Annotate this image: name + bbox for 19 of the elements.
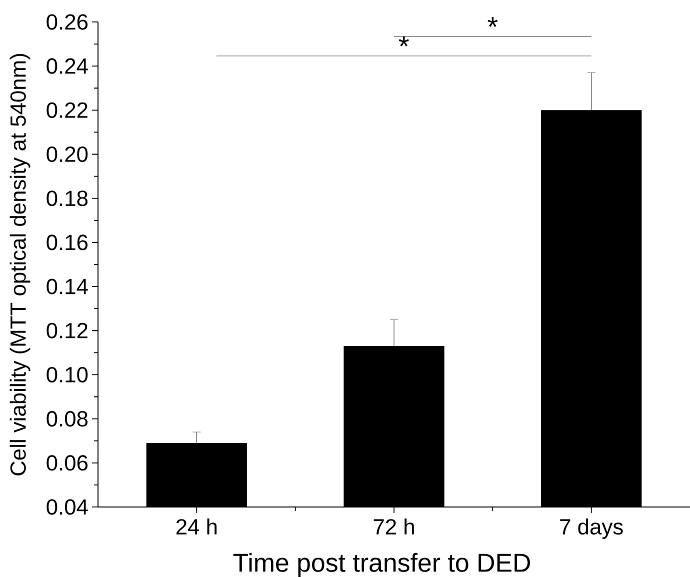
y-tick-label: 0.14 [46, 278, 88, 294]
y-tick-label: 0.10 [46, 366, 88, 382]
y-tick-label: 0.04 [46, 499, 88, 515]
y-tick-label: 0.22 [46, 102, 88, 118]
x-axis-title: Time post transfer to DED [233, 552, 530, 577]
y-tick-label: 0.24 [46, 58, 88, 74]
y-tick-label: 0.20 [46, 146, 88, 162]
annotation: * [488, 17, 498, 27]
x-tick-label: 7 days [560, 518, 623, 539]
x-tick-label: 24 h [176, 518, 217, 534]
y-tick-label: 0.12 [46, 322, 88, 338]
x-tick-label: 72 h [374, 518, 414, 534]
y-tick-label: 0.16 [46, 234, 88, 250]
y-tick-label: 0.06 [46, 455, 88, 471]
y-axis-title: Cell viability (MTT optical density at 540nm) [10, 54, 30, 476]
annotation: * [398, 36, 409, 46]
y-tick-label: 0.26 [46, 14, 88, 30]
y-tick-label: 0.08 [46, 411, 88, 427]
y-tick-label: 0.18 [46, 190, 88, 206]
